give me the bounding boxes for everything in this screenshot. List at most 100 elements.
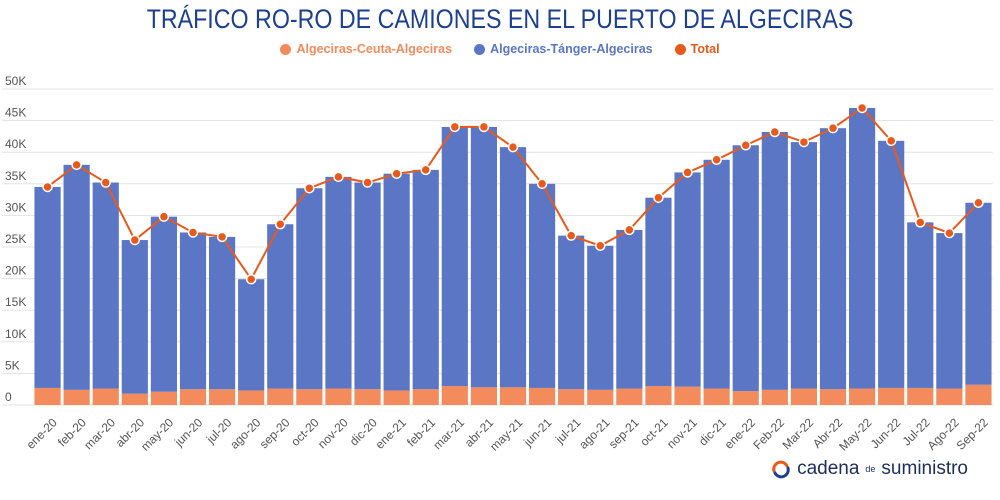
total-point xyxy=(507,141,519,153)
total-point xyxy=(915,217,926,228)
total-point xyxy=(391,168,402,179)
bar-ceuta xyxy=(936,388,963,405)
total-point xyxy=(798,136,810,148)
legend-item-tanger[interactable]: Algeciras-Tánger-Algeciras xyxy=(474,42,653,56)
bar-ceuta xyxy=(412,389,439,405)
total-point xyxy=(449,121,461,133)
bar-tanger xyxy=(441,126,468,387)
bar-ceuta xyxy=(732,391,759,405)
x-tick-label: ene-20 xyxy=(24,415,61,452)
total-point xyxy=(682,167,693,178)
bar-tanger xyxy=(703,159,730,389)
bar-ceuta xyxy=(965,384,992,405)
total-point xyxy=(42,181,53,193)
legend: Algeciras-Ceuta-Algeciras Algeciras-Táng… xyxy=(0,42,1000,56)
total-point xyxy=(420,164,431,176)
bar-ceuta xyxy=(761,389,788,405)
brand-text-cadena: cadena xyxy=(797,458,860,479)
legend-label-total: Total xyxy=(690,42,720,56)
bar-ceuta xyxy=(529,387,556,405)
total-point xyxy=(856,102,868,114)
bar-tanger xyxy=(732,145,759,392)
bar-tanger xyxy=(121,240,148,394)
bar-tanger xyxy=(761,131,788,390)
bar-tanger xyxy=(209,236,236,390)
bar-ceuta xyxy=(325,388,352,405)
brand-swirl-icon xyxy=(772,460,790,479)
legend-item-total[interactable]: Total xyxy=(674,42,720,56)
bar-tanger xyxy=(907,222,934,388)
bar-ceuta xyxy=(267,388,294,405)
total-point xyxy=(740,139,751,151)
bar-tanger xyxy=(34,186,61,388)
legend-label-tanger: Algeciras-Tánger-Algeciras xyxy=(490,42,653,56)
x-tick-label: may-20 xyxy=(138,415,176,453)
bar-ceuta xyxy=(470,387,497,405)
bar-tanger xyxy=(587,245,614,390)
bar-tanger xyxy=(849,107,876,389)
legend-item-ceuta[interactable]: Algeciras-Ceuta-Algeciras xyxy=(280,42,452,56)
x-tick-label: Feb-22 xyxy=(750,415,787,452)
total-point xyxy=(71,159,82,171)
bar-tanger xyxy=(936,233,963,389)
total-point xyxy=(158,211,170,222)
x-tick-label: ene-22 xyxy=(722,415,759,452)
bar-ceuta xyxy=(296,389,323,405)
x-tick-label: Sep-22 xyxy=(954,415,991,452)
bar-tanger xyxy=(616,229,643,389)
bar-tanger xyxy=(674,172,701,387)
bar-tanger xyxy=(529,183,556,388)
y-tick-label: 20K xyxy=(5,264,26,278)
x-tick-label: ene-21 xyxy=(373,415,410,452)
bar-ceuta xyxy=(179,389,207,405)
x-tick-label: sep-20 xyxy=(257,415,293,451)
x-tick-label: ago-21 xyxy=(576,415,613,452)
bar-ceuta xyxy=(878,387,905,405)
legend-marker-total xyxy=(674,43,686,55)
total-point xyxy=(333,171,344,183)
y-tick-label: 5K xyxy=(5,358,20,372)
brand-text-de: de xyxy=(865,464,876,474)
total-point xyxy=(216,231,228,243)
total-point xyxy=(478,121,490,133)
x-tick-label: ago-20 xyxy=(227,415,264,452)
total-point xyxy=(595,240,606,251)
bar-ceuta xyxy=(150,391,177,405)
x-tick-label: Mar-22 xyxy=(779,415,816,452)
y-tick-label: 0 xyxy=(5,390,12,404)
total-point xyxy=(187,227,199,238)
bar-ceuta xyxy=(645,386,672,405)
bar-tanger xyxy=(383,173,410,391)
x-tick-label: Jun-22 xyxy=(868,415,904,451)
x-tick-label: Ago-22 xyxy=(924,415,961,452)
bar-tanger xyxy=(790,142,817,389)
bar-tanger xyxy=(325,176,352,389)
total-point xyxy=(653,192,664,203)
y-tick-label: 45K xyxy=(5,106,26,120)
y-tick-label: 40K xyxy=(5,137,26,151)
bar-tanger xyxy=(267,224,294,389)
total-point xyxy=(362,177,373,188)
total-point xyxy=(827,122,839,134)
legend-label-ceuta: Algeciras-Ceuta-Algeciras xyxy=(296,42,453,56)
bar-ceuta xyxy=(819,389,847,405)
bar-ceuta xyxy=(34,387,61,405)
x-tick-label: nov-20 xyxy=(315,415,351,451)
brand-text-suministro: suministro xyxy=(881,458,968,479)
bar-ceuta xyxy=(238,390,265,405)
total-point xyxy=(100,177,111,188)
bar-ceuta xyxy=(587,389,614,405)
bar-ceuta xyxy=(441,386,468,405)
y-tick-label: 30K xyxy=(5,200,26,214)
bar-tanger xyxy=(645,197,672,387)
bar-tanger xyxy=(470,126,497,388)
chart-title: TRÁFICO RO-RO DE CAMIONES EN EL PUERTO D… xyxy=(146,4,854,34)
bar-ceuta xyxy=(558,389,585,405)
y-tick-label: 15K xyxy=(5,295,26,309)
total-point xyxy=(275,218,286,230)
bar-tanger xyxy=(63,164,90,390)
bar-ceuta xyxy=(354,389,381,405)
bar-tanger xyxy=(354,182,381,390)
legend-marker-ceuta xyxy=(280,43,292,55)
total-point xyxy=(624,224,635,236)
